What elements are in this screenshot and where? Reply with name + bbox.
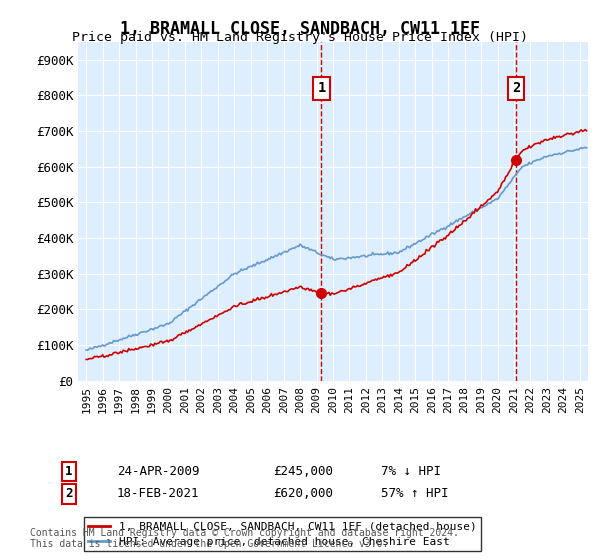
Text: 7% ↓ HPI: 7% ↓ HPI (381, 465, 441, 478)
Text: Contains HM Land Registry data © Crown copyright and database right 2024.
This d: Contains HM Land Registry data © Crown c… (30, 528, 459, 549)
Text: 24-APR-2009: 24-APR-2009 (117, 465, 199, 478)
Legend: 1, BRAMALL CLOSE, SANDBACH, CW11 1EF (detached house), HPI: Average price, detac: 1, BRAMALL CLOSE, SANDBACH, CW11 1EF (de… (83, 517, 481, 552)
Text: £620,000: £620,000 (273, 487, 333, 501)
Text: Price paid vs. HM Land Registry's House Price Index (HPI): Price paid vs. HM Land Registry's House … (72, 31, 528, 44)
Text: 2: 2 (65, 487, 73, 501)
Text: 2: 2 (512, 81, 520, 95)
Text: £245,000: £245,000 (273, 465, 333, 478)
Text: 1: 1 (65, 465, 73, 478)
Text: 1, BRAMALL CLOSE, SANDBACH, CW11 1EF: 1, BRAMALL CLOSE, SANDBACH, CW11 1EF (120, 20, 480, 38)
Text: 1: 1 (317, 81, 326, 95)
Text: 57% ↑ HPI: 57% ↑ HPI (381, 487, 449, 501)
Text: 18-FEB-2021: 18-FEB-2021 (117, 487, 199, 501)
